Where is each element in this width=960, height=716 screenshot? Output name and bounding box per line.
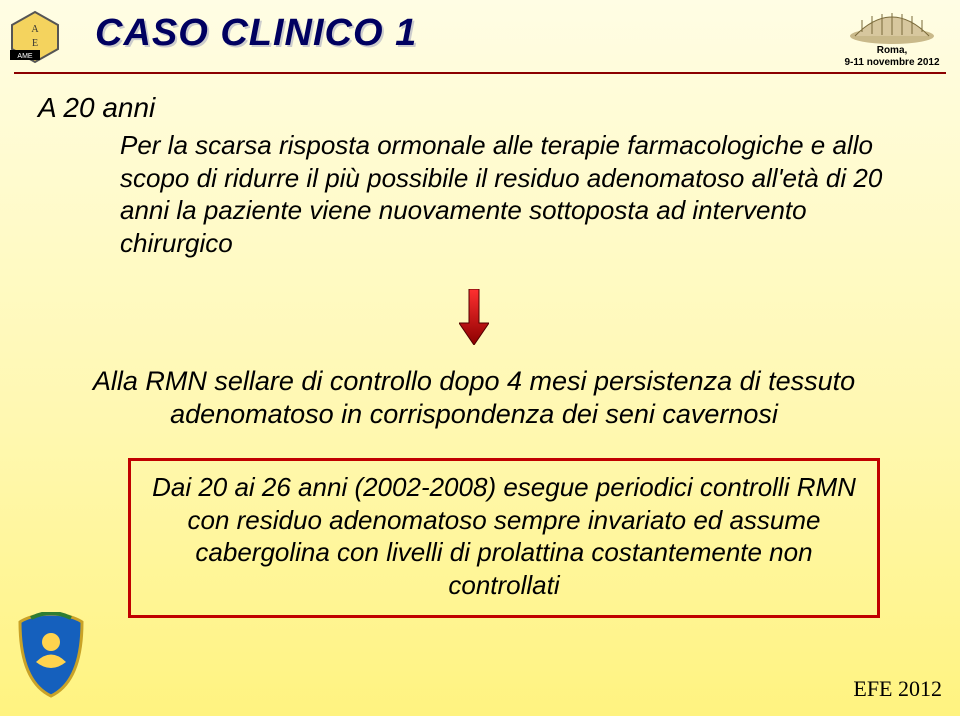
svg-text:A: A — [31, 24, 39, 35]
shield-crest-icon — [16, 612, 86, 698]
highlight-box: Dai 20 ai 26 anni (2002-2008) esegue per… — [128, 458, 880, 618]
svg-text:AME: AME — [17, 53, 33, 60]
header-divider — [14, 72, 946, 74]
content-area: A 20 anni Per la scarsa risposta ormonal… — [38, 90, 910, 618]
header-logo-right: Roma, 9-11 novembre 2012 — [832, 4, 952, 68]
footer-crest — [16, 612, 86, 698]
header-logo-left: A E AME — [8, 10, 62, 64]
colosseum-icon — [847, 4, 937, 44]
event-place: Roma, — [832, 45, 952, 56]
title-wrap: CASO CLINICO 1 — [95, 12, 417, 55]
highlight-box-text: Dai 20 ai 26 anni (2002-2008) esegue per… — [152, 472, 856, 600]
event-date: 9-11 novembre 2012 — [832, 57, 952, 68]
svg-text:E: E — [32, 38, 38, 49]
lead-line: A 20 anni — [38, 90, 910, 125]
hex-logo-icon: A E AME — [8, 10, 62, 64]
paragraph-2: Alla RMN sellare di controllo dopo 4 mes… — [78, 365, 870, 433]
paragraph-1: Per la scarsa risposta ormonale alle ter… — [120, 129, 910, 259]
slide-title: CASO CLINICO 1 — [95, 12, 417, 54]
arrow-wrap — [38, 289, 910, 353]
down-arrow-icon — [459, 289, 489, 345]
footer-right-text: EFE 2012 — [853, 676, 942, 702]
